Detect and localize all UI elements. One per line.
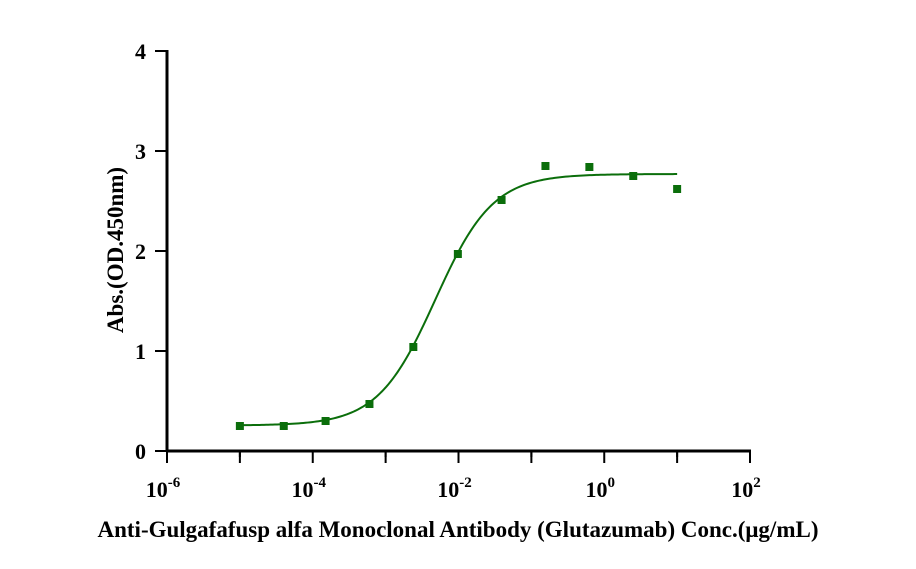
x-tick-label-exponent: -6 [168, 475, 181, 491]
data-point [497, 196, 506, 204]
data-point [585, 163, 594, 171]
x-tick-label-base: 10 [292, 477, 314, 502]
x-tick-label-base: 10 [146, 477, 168, 502]
y-tick-label: 2 [135, 239, 146, 264]
data-point [365, 400, 374, 408]
data-point [409, 343, 418, 351]
data-point [279, 422, 288, 430]
x-tick-label-exponent: 2 [753, 475, 761, 491]
data-points [235, 162, 682, 430]
y-tick-label: 1 [135, 339, 146, 364]
data-point [541, 162, 550, 170]
fit-curve [239, 173, 678, 427]
x-tick-label: 100 [586, 475, 616, 502]
x-ticks: 10-6 10-4 10-2 100 102 [146, 451, 761, 502]
x-tick-label-base: 10 [437, 477, 459, 502]
x-tick-label-exponent: -2 [459, 475, 472, 491]
data-point [453, 250, 462, 258]
x-tick-label: 10-2 [437, 475, 472, 502]
data-point [673, 185, 682, 193]
y-axis-title: Abs.(OD.450nm) [103, 167, 128, 333]
x-tick-label-exponent: -4 [314, 475, 327, 491]
x-tick-label: 102 [731, 475, 761, 502]
x-tick-label-exponent: 0 [608, 475, 616, 491]
data-point [629, 172, 638, 180]
y-tick-label: 0 [135, 439, 146, 464]
data-point [321, 417, 330, 425]
y-ticks: 0 1 2 3 4 [135, 39, 167, 464]
y-tick-label: 4 [135, 39, 146, 64]
data-point [235, 422, 244, 430]
x-tick-label-base: 10 [731, 477, 753, 502]
x-tick-label-base: 10 [586, 477, 608, 502]
x-tick-label: 10-6 [146, 475, 181, 502]
x-axis-title: Anti-Gulgafafusp alfa Monoclonal Antibod… [98, 517, 819, 542]
y-tick-label: 3 [135, 139, 146, 164]
x-tick-label: 10-4 [292, 475, 327, 502]
